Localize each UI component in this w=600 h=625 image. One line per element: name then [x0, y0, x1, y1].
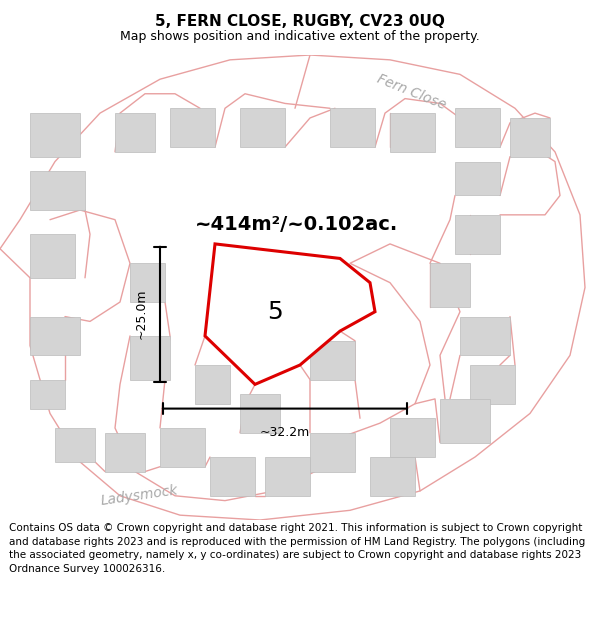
Polygon shape [105, 432, 145, 471]
Polygon shape [240, 394, 280, 432]
Polygon shape [430, 263, 470, 307]
Polygon shape [55, 428, 95, 462]
Polygon shape [440, 399, 490, 442]
Text: Fern Close: Fern Close [375, 72, 448, 112]
Text: Ladysmock: Ladysmock [100, 483, 179, 508]
Text: 5: 5 [267, 300, 283, 324]
Polygon shape [30, 171, 85, 210]
Polygon shape [470, 365, 515, 404]
Polygon shape [195, 365, 230, 404]
Polygon shape [30, 113, 80, 157]
Polygon shape [160, 428, 205, 467]
Polygon shape [170, 108, 215, 147]
Text: ~414m²/~0.102ac.: ~414m²/~0.102ac. [195, 215, 398, 234]
Text: 5, FERN CLOSE, RUGBY, CV23 0UQ: 5, FERN CLOSE, RUGBY, CV23 0UQ [155, 14, 445, 29]
Polygon shape [390, 418, 435, 457]
Polygon shape [130, 336, 170, 379]
Polygon shape [30, 379, 65, 409]
Polygon shape [130, 263, 165, 302]
Polygon shape [265, 457, 310, 496]
Polygon shape [455, 161, 500, 196]
Polygon shape [115, 113, 155, 152]
Polygon shape [30, 234, 75, 278]
Polygon shape [460, 316, 510, 355]
Polygon shape [310, 341, 355, 379]
Polygon shape [240, 108, 285, 147]
Polygon shape [455, 108, 500, 147]
Text: ~25.0m: ~25.0m [135, 289, 148, 339]
Polygon shape [510, 118, 550, 157]
Text: Contains OS data © Crown copyright and database right 2021. This information is : Contains OS data © Crown copyright and d… [9, 523, 585, 574]
Polygon shape [330, 108, 375, 147]
Text: ~32.2m: ~32.2m [260, 426, 310, 439]
Polygon shape [210, 457, 255, 496]
Polygon shape [370, 457, 415, 496]
Text: Map shows position and indicative extent of the property.: Map shows position and indicative extent… [120, 30, 480, 43]
Polygon shape [455, 215, 500, 254]
Polygon shape [205, 244, 375, 384]
Polygon shape [390, 113, 435, 152]
Polygon shape [310, 432, 355, 471]
Polygon shape [30, 316, 80, 355]
